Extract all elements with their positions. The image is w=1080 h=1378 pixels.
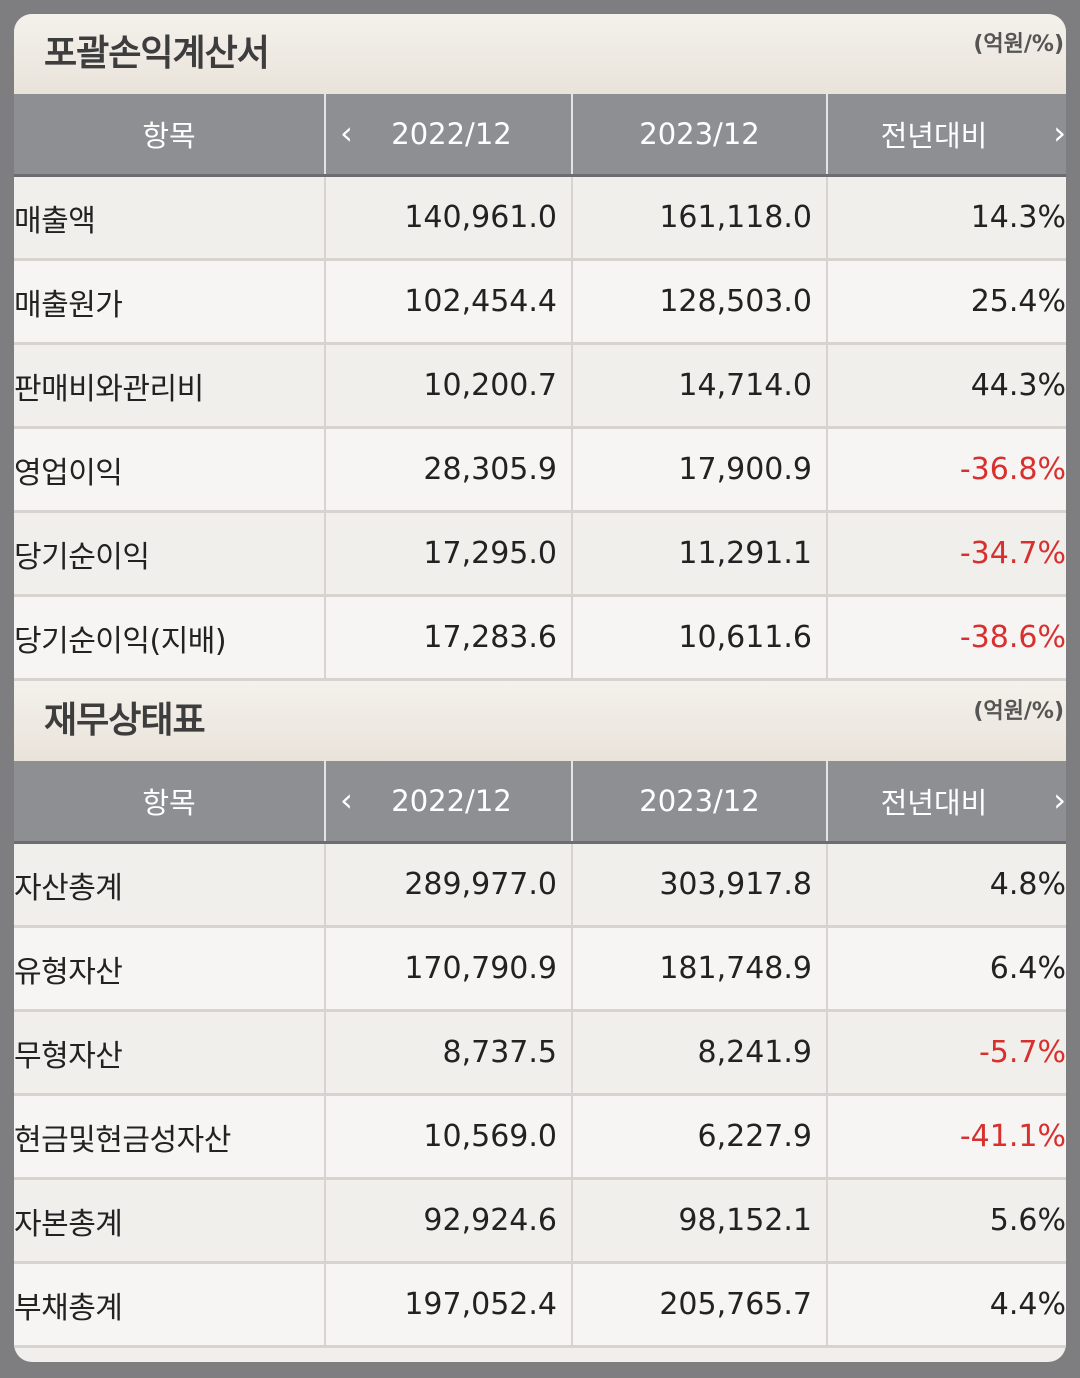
value-2022: 92,924.6 xyxy=(325,1178,573,1264)
row-label: 판매비와관리비 xyxy=(14,343,326,429)
chevron-left-icon[interactable]: ‹ xyxy=(340,781,353,819)
yoy-change: 44.3% xyxy=(827,343,1066,429)
yoy-change: 4.8% xyxy=(827,842,1066,928)
value-2023: 10,611.6 xyxy=(572,595,828,681)
financial-summary-panel: 포괄손익계산서 (억원/%) 항목 ‹ 2022/12 2023/12 전년대비… xyxy=(14,14,1066,1362)
table-row: 자본총계 92,924.6 98,152.1 5.6% xyxy=(14,1178,1066,1264)
row-label: 유형자산 xyxy=(14,926,326,1012)
row-label: 당기순이익 xyxy=(14,511,326,597)
yoy-change: 14.3% xyxy=(827,175,1066,261)
row-label: 매출액 xyxy=(14,175,326,261)
row-label: 당기순이익(지배) xyxy=(14,595,326,681)
table-row: 매출원가 102,454.4 128,503.0 25.4% xyxy=(14,259,1066,345)
table-row: 판매비와관리비 10,200.7 14,714.0 44.3% xyxy=(14,343,1066,429)
chevron-left-icon[interactable]: ‹ xyxy=(340,114,353,152)
table-row: 매출액 140,961.0 161,118.0 14.3% xyxy=(14,175,1066,261)
value-2023: 205,765.7 xyxy=(572,1262,828,1348)
value-2023: 181,748.9 xyxy=(572,926,828,1012)
value-2023: 17,900.9 xyxy=(572,427,828,513)
row-label: 무형자산 xyxy=(14,1010,326,1096)
table-row: 유형자산 170,790.9 181,748.9 6.4% xyxy=(14,926,1066,1012)
balance-sheet-table: 항목 ‹ 2022/12 2023/12 전년대비 › 자산총계 289,977.… xyxy=(14,761,1066,1348)
balance-sheet-unit: (억원/%) xyxy=(973,699,1064,724)
value-2022: 289,977.0 xyxy=(325,842,573,928)
value-2022: 10,569.0 xyxy=(325,1094,573,1180)
table-row: 당기순이익 17,295.0 11,291.1 -34.7% xyxy=(14,511,1066,597)
value-2023: 8,241.9 xyxy=(572,1010,828,1096)
row-label: 매출원가 xyxy=(14,259,326,345)
yoy-change: -38.6% xyxy=(827,595,1066,681)
value-2022: 28,305.9 xyxy=(325,427,573,513)
value-2022: 170,790.9 xyxy=(325,926,573,1012)
column-header-item: 항목 xyxy=(14,761,326,844)
income-statement-header: 포괄손익계산서 (억원/%) xyxy=(14,14,1066,94)
table-header-row: 항목 ‹ 2022/12 2023/12 전년대비 › xyxy=(14,94,1066,177)
balance-sheet-header: 재무상태표 (억원/%) xyxy=(14,681,1066,761)
yoy-change: -36.8% xyxy=(827,427,1066,513)
value-2023: 6,227.9 xyxy=(572,1094,828,1180)
table-header-row: 항목 ‹ 2022/12 2023/12 전년대비 › xyxy=(14,761,1066,844)
column-header-period2: 2023/12 xyxy=(572,761,828,844)
yoy-change: -5.7% xyxy=(827,1010,1066,1096)
value-2023: 98,152.1 xyxy=(572,1178,828,1264)
table-row: 현금및현금성자산 10,569.0 6,227.9 -41.1% xyxy=(14,1094,1066,1180)
income-statement-title: 포괄손익계산서 xyxy=(44,33,270,74)
row-label: 자본총계 xyxy=(14,1178,326,1264)
column-header-item: 항목 xyxy=(14,94,326,177)
column-header-period1: ‹ 2022/12 xyxy=(325,761,573,844)
column-header-period2: 2023/12 xyxy=(572,94,828,177)
yoy-change: -34.7% xyxy=(827,511,1066,597)
value-2023: 303,917.8 xyxy=(572,842,828,928)
value-2023: 161,118.0 xyxy=(572,175,828,261)
yoy-change: 6.4% xyxy=(827,926,1066,1012)
value-2023: 128,503.0 xyxy=(572,259,828,345)
income-statement-unit: (억원/%) xyxy=(973,32,1064,57)
value-2023: 14,714.0 xyxy=(572,343,828,429)
yoy-change: -41.1% xyxy=(827,1094,1066,1180)
chevron-right-icon[interactable]: › xyxy=(1053,781,1066,819)
table-row: 당기순이익(지배) 17,283.6 10,611.6 -38.6% xyxy=(14,595,1066,681)
yoy-change: 5.6% xyxy=(827,1178,1066,1264)
column-header-period1: ‹ 2022/12 xyxy=(325,94,573,177)
value-2022: 17,283.6 xyxy=(325,595,573,681)
value-2022: 10,200.7 xyxy=(325,343,573,429)
table-row: 자산총계 289,977.0 303,917.8 4.8% xyxy=(14,842,1066,928)
income-statement-table: 항목 ‹ 2022/12 2023/12 전년대비 › 매출액 140,961.0… xyxy=(14,94,1066,681)
value-2022: 102,454.4 xyxy=(325,259,573,345)
row-label: 자산총계 xyxy=(14,842,326,928)
table-row: 무형자산 8,737.5 8,241.9 -5.7% xyxy=(14,1010,1066,1096)
value-2022: 17,295.0 xyxy=(325,511,573,597)
row-label: 현금및현금성자산 xyxy=(14,1094,326,1180)
balance-sheet-title: 재무상태표 xyxy=(44,700,206,741)
row-label: 영업이익 xyxy=(14,427,326,513)
value-2023: 11,291.1 xyxy=(572,511,828,597)
column-header-yoy: 전년대비 › xyxy=(827,761,1066,844)
value-2022: 8,737.5 xyxy=(325,1010,573,1096)
value-2022: 197,052.4 xyxy=(325,1262,573,1348)
value-2022: 140,961.0 xyxy=(325,175,573,261)
table-row: 영업이익 28,305.9 17,900.9 -36.8% xyxy=(14,427,1066,513)
row-label: 부채총계 xyxy=(14,1262,326,1348)
table-row: 부채총계 197,052.4 205,765.7 4.4% xyxy=(14,1262,1066,1348)
column-header-yoy: 전년대비 › xyxy=(827,94,1066,177)
yoy-change: 25.4% xyxy=(827,259,1066,345)
chevron-right-icon[interactable]: › xyxy=(1053,114,1066,152)
yoy-change: 4.4% xyxy=(827,1262,1066,1348)
